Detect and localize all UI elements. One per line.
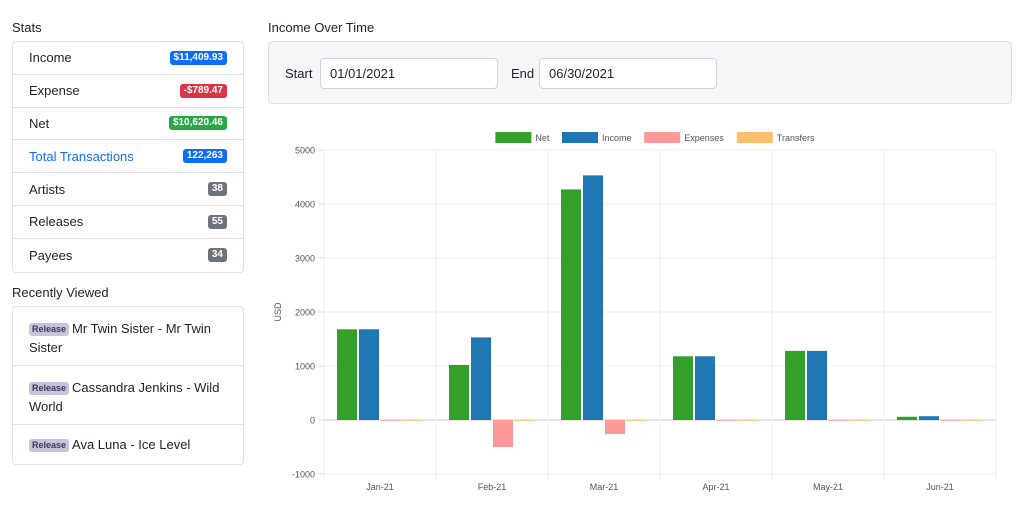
x-tick-label: Apr-21 (702, 482, 729, 492)
bar-income-jan-21 (359, 329, 379, 420)
stats-item-artists[interactable]: Artists 38 (13, 173, 243, 206)
bar-income-apr-21 (695, 356, 715, 420)
net-badge: $10,620.46 (168, 116, 227, 131)
recent-item-text: Mr Twin Sister - Mr Twin Sister (29, 321, 211, 355)
y-tick-label: 5000 (295, 146, 315, 156)
stats-label: Net (29, 115, 50, 131)
legend-label-transfers: Transfers (777, 133, 815, 143)
stats-item-income[interactable]: Income $11,409.93 (13, 42, 243, 75)
bar-transfers-jun-21 (963, 420, 983, 421)
stats-label: Payees (29, 247, 73, 263)
releases-badge: 55 (207, 214, 227, 229)
x-tick-label: Feb-21 (478, 482, 507, 492)
bar-transfers-apr-21 (739, 420, 759, 421)
bar-transfers-mar-21 (627, 420, 647, 421)
recent-item[interactable]: Release Mr Twin Sister - Mr Twin Sister (13, 307, 243, 366)
legend-swatch-net (495, 132, 532, 143)
bar-net-apr-21 (673, 356, 693, 420)
recent-item-text: Ava Luna - Ice Level (72, 437, 191, 452)
y-tick-label: -1000 (292, 470, 315, 480)
stats-item-net[interactable]: Net $10,620.46 (13, 108, 243, 141)
bar-transfers-feb-21 (515, 420, 535, 421)
bar-income-mar-21 (583, 175, 603, 420)
x-tick-label: May-21 (813, 482, 843, 492)
recent-item-text: Cassandra Jenkins - Wild World (29, 380, 220, 414)
legend-swatch-transfers (736, 132, 773, 143)
legend-swatch-expenses (644, 132, 681, 143)
legend-swatch-income (562, 132, 598, 143)
stats-label[interactable]: Total Transactions (29, 148, 134, 164)
start-label: Start (285, 66, 313, 81)
date-filter-panel: Start End (268, 41, 1012, 104)
stats-label: Releases (29, 214, 84, 230)
release-pill: Release (29, 323, 70, 336)
y-tick-label: 0 (310, 416, 315, 426)
recently-viewed-list: Release Mr Twin Sister - Mr Twin Sister R… (12, 306, 244, 465)
bar-income-jun-21 (919, 416, 939, 420)
stats-label: Artists (29, 181, 66, 197)
bar-income-may-21 (807, 350, 827, 420)
stats-item-releases[interactable]: Releases 55 (13, 206, 243, 239)
stats-label: Expense (29, 83, 80, 99)
x-tick-label: Jun-21 (926, 482, 954, 492)
stats-title: Stats (12, 20, 42, 35)
y-axis-label: USD (273, 302, 283, 322)
y-tick-label: 2000 (295, 308, 315, 318)
x-tick-label: Mar-21 (590, 482, 619, 492)
release-pill: Release (29, 382, 70, 395)
end-label: End (511, 66, 535, 81)
bar-expenses-feb-21 (493, 420, 513, 447)
bar-expenses-apr-21 (717, 420, 737, 421)
bar-expenses-mar-21 (605, 420, 625, 435)
expense-badge: -$789.47 (179, 83, 227, 98)
bar-net-jun-21 (897, 416, 917, 420)
y-tick-label: 4000 (295, 200, 315, 210)
payees-badge: 34 (207, 248, 227, 263)
release-pill: Release (29, 439, 70, 452)
stats-item-expense[interactable]: Expense -$789.47 (13, 75, 243, 108)
recently-viewed-title: Recently Viewed (12, 285, 109, 300)
legend-label-expenses: Expenses (684, 133, 724, 143)
bar-income-feb-21 (471, 337, 491, 420)
income-over-time-title: Income Over Time (268, 20, 375, 35)
bar-net-feb-21 (449, 364, 469, 420)
stats-item-payees[interactable]: Payees 34 (13, 239, 243, 272)
artists-badge: 38 (207, 182, 227, 197)
bar-expenses-may-21 (829, 420, 849, 421)
bar-transfers-jan-21 (403, 420, 423, 421)
transactions-badge: 122,263 (182, 149, 227, 164)
bar-transfers-may-21 (851, 420, 871, 421)
bar-net-mar-21 (561, 189, 581, 420)
recent-item[interactable]: Release Cassandra Jenkins - Wild World (13, 366, 243, 425)
stats-item-total-transactions[interactable]: Total Transactions 122,263 (13, 140, 243, 174)
y-tick-label: 3000 (295, 254, 315, 264)
recent-item[interactable]: Release Ava Luna - Ice Level (13, 425, 243, 464)
end-date-input[interactable] (539, 58, 717, 89)
bar-net-may-21 (785, 350, 805, 420)
x-tick-label: Jan-21 (366, 482, 394, 492)
stats-list: Income $11,409.93 Expense -$789.47 Net $… (12, 41, 244, 273)
legend-label-net: Net (535, 133, 550, 143)
legend-label-income: Income (602, 133, 632, 143)
y-tick-label: 1000 (295, 362, 315, 372)
bar-expenses-jan-21 (381, 420, 401, 421)
bar-expenses-jun-21 (941, 420, 961, 421)
income-chart: -1000 0 1000 2000 3000 4000 5000 USD Jan-21 Feb-2… (273, 132, 997, 492)
income-badge: $11,409.93 (169, 50, 227, 65)
start-date-input[interactable] (320, 58, 498, 89)
stats-label: Income (29, 50, 72, 66)
bar-net-jan-21 (337, 329, 357, 420)
